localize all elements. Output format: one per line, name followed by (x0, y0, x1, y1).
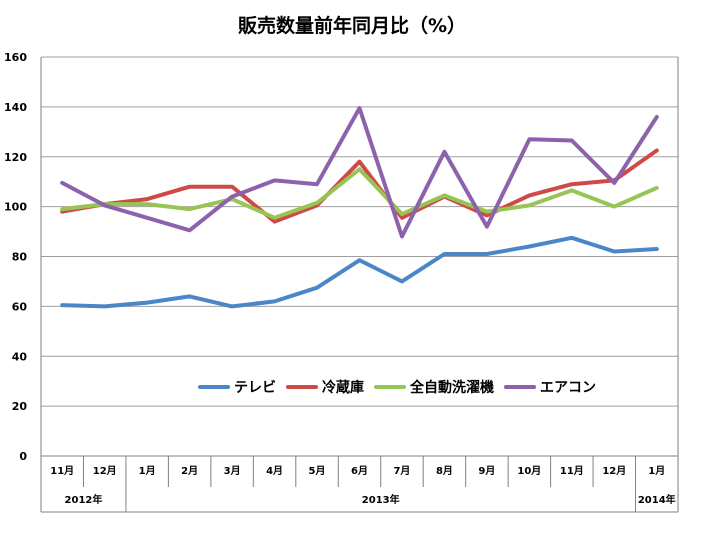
x-tick-label: 10月 (517, 465, 541, 477)
x-tick-label: 5月 (309, 465, 326, 477)
y-tick-label: 40 (12, 350, 28, 363)
y-tick-label: 120 (4, 151, 27, 164)
x-tick-label: 7月 (393, 465, 410, 477)
x-tick-label: 12月 (602, 465, 626, 477)
legend-label: テレビ (234, 380, 276, 396)
year-label: 2013年 (362, 493, 400, 506)
y-tick-label: 160 (4, 51, 27, 64)
legend: テレビ 冷蔵庫 全自動洗濯機 エアコン (198, 379, 596, 396)
x-tick-label: 3月 (224, 465, 241, 477)
y-tick-label: 140 (4, 101, 27, 114)
x-tick-label: 8月 (436, 465, 453, 477)
x-tick-label: 11月 (560, 465, 584, 477)
x-tick-label: 4月 (266, 465, 283, 477)
series-line (60, 235, 659, 309)
series-line (60, 167, 659, 220)
year-label: 2012年 (65, 493, 103, 506)
x-tick-label: 1月 (648, 465, 665, 477)
y-tick-label: 20 (12, 400, 28, 413)
y-tick-label: 80 (12, 251, 28, 264)
y-tick-label: 100 (4, 201, 27, 214)
x-tick-label: 11月 (50, 465, 74, 477)
legend-label: エアコン (540, 380, 596, 396)
x-tick-label: 9月 (478, 465, 495, 477)
gridlines (41, 56, 678, 457)
x-tick-label: 12月 (93, 465, 117, 477)
x-tick-label: 2月 (181, 465, 198, 477)
series-line (60, 106, 659, 239)
series-line (60, 148, 659, 224)
series-lines (60, 106, 659, 309)
y-tick-label: 0 (19, 450, 27, 463)
year-label: 2014年 (638, 493, 676, 506)
y-tick-label: 60 (12, 300, 28, 313)
legend-label: 冷蔵庫 (322, 379, 364, 396)
axes: 0 20 40 60 80 100 120 140 160 11月 12月 1月 2月 3月 4月 5月 6月 7… (4, 51, 679, 513)
legend-label: 全自動洗濯機 (409, 379, 494, 396)
x-tick-label: 6月 (351, 465, 368, 477)
chart-title: 販売数量前年同月比（%） (238, 14, 466, 37)
x-tick-label: 1月 (139, 465, 156, 477)
